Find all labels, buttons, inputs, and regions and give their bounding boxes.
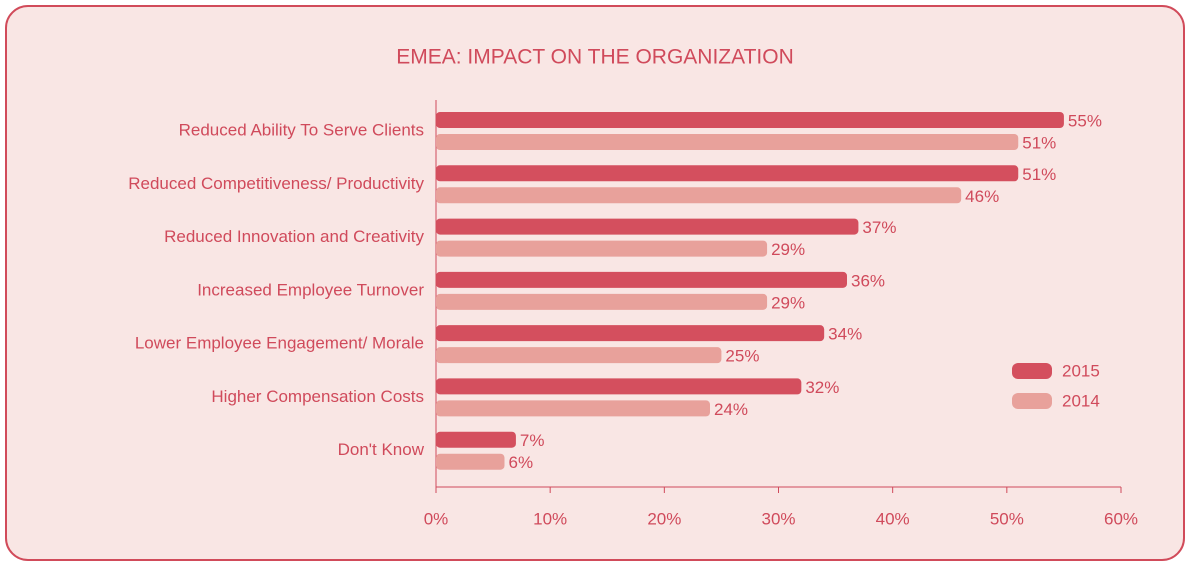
y-tick-label: Lower Employee Engagement/ Morale	[135, 334, 424, 353]
bar	[436, 271, 847, 288]
y-tick-label: Reduced Competitiveness/ Productivity	[128, 174, 424, 193]
bar	[436, 240, 768, 257]
value-label: 34%	[828, 325, 862, 344]
value-label: 37%	[862, 218, 896, 237]
bar	[436, 400, 710, 417]
y-tick-label: Don't Know	[338, 440, 425, 459]
bar	[436, 165, 1019, 182]
bar	[436, 134, 1019, 150]
bar	[436, 187, 962, 204]
x-tick-label: 0%	[424, 509, 449, 528]
value-label: 29%	[771, 293, 805, 312]
bar	[436, 112, 1064, 128]
x-tick-label: 10%	[533, 509, 567, 528]
value-label: 24%	[714, 400, 748, 419]
x-tick-label: 40%	[876, 509, 910, 528]
legend-swatch	[1012, 393, 1052, 409]
x-tick-label: 30%	[761, 509, 795, 528]
chart-title: EMEA: IMPACT ON THE ORGANIZATION	[396, 46, 793, 69]
x-tick-label: 50%	[990, 509, 1024, 528]
value-label: 32%	[805, 378, 839, 397]
x-tick-label: 60%	[1104, 509, 1138, 528]
bar	[436, 325, 825, 342]
value-label: 36%	[851, 271, 885, 290]
bar	[436, 293, 768, 310]
x-tick-label: 20%	[647, 509, 681, 528]
bar	[436, 347, 722, 364]
value-label: 7%	[520, 431, 545, 450]
bar	[436, 453, 505, 470]
legend-label: 2015	[1062, 361, 1100, 380]
y-tick-label: Higher Compensation Costs	[211, 387, 424, 406]
value-label: 51%	[1022, 133, 1056, 152]
y-tick-label: Reduced Ability To Serve Clients	[179, 120, 424, 139]
value-label: 6%	[509, 453, 534, 472]
value-label: 46%	[965, 187, 999, 206]
y-tick-label: Reduced Innovation and Creativity	[164, 227, 424, 246]
value-label: 51%	[1022, 165, 1056, 184]
bar	[436, 431, 516, 448]
y-tick-label: Increased Employee Turnover	[197, 280, 424, 299]
value-label: 55%	[1068, 111, 1102, 130]
value-label: 29%	[771, 240, 805, 259]
legend-swatch	[1012, 363, 1052, 379]
legend-label: 2014	[1062, 391, 1100, 410]
bar	[436, 378, 802, 395]
value-label: 25%	[725, 347, 759, 366]
bar	[436, 218, 859, 235]
